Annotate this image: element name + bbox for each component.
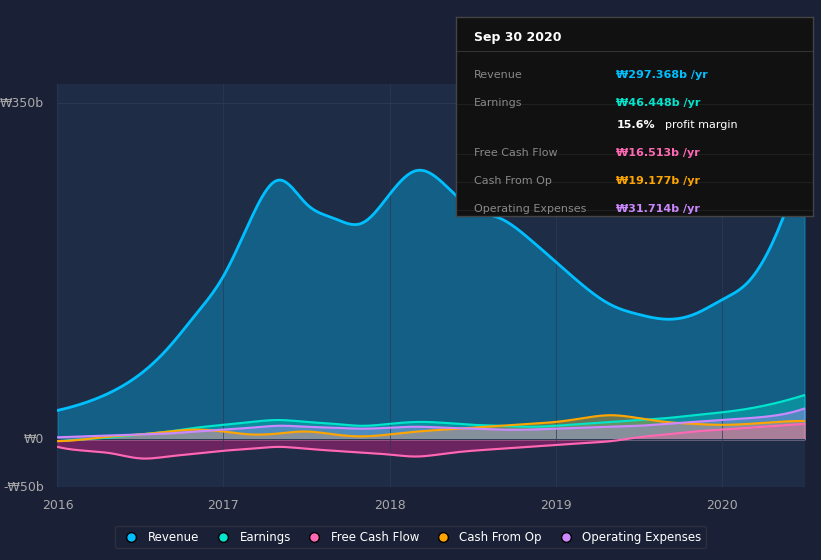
- Text: ₩19.177b /yr: ₩19.177b /yr: [617, 176, 700, 186]
- Text: 2017: 2017: [208, 499, 240, 512]
- Text: 2020: 2020: [706, 499, 737, 512]
- Legend: Revenue, Earnings, Free Cash Flow, Cash From Op, Operating Expenses: Revenue, Earnings, Free Cash Flow, Cash …: [115, 526, 706, 548]
- Text: 2018: 2018: [374, 499, 406, 512]
- Text: Cash From Op: Cash From Op: [474, 176, 552, 186]
- Text: ₩0: ₩0: [23, 433, 44, 446]
- Text: ₩16.513b /yr: ₩16.513b /yr: [617, 148, 700, 158]
- Text: Free Cash Flow: Free Cash Flow: [474, 148, 557, 158]
- Text: Revenue: Revenue: [474, 71, 522, 81]
- Text: Sep 30 2020: Sep 30 2020: [474, 31, 561, 44]
- Text: Operating Expenses: Operating Expenses: [474, 204, 586, 214]
- Text: ₩46.448b /yr: ₩46.448b /yr: [617, 99, 701, 108]
- Text: ₩31.714b /yr: ₩31.714b /yr: [617, 204, 700, 214]
- Text: profit margin: profit margin: [664, 120, 737, 130]
- Text: 2016: 2016: [42, 499, 73, 512]
- Text: 2019: 2019: [539, 499, 571, 512]
- Text: ₩350b: ₩350b: [0, 97, 44, 110]
- Text: Earnings: Earnings: [474, 99, 522, 108]
- Text: -₩50b: -₩50b: [3, 480, 44, 494]
- Text: 15.6%: 15.6%: [617, 120, 655, 130]
- Text: ₩297.368b /yr: ₩297.368b /yr: [617, 71, 709, 81]
